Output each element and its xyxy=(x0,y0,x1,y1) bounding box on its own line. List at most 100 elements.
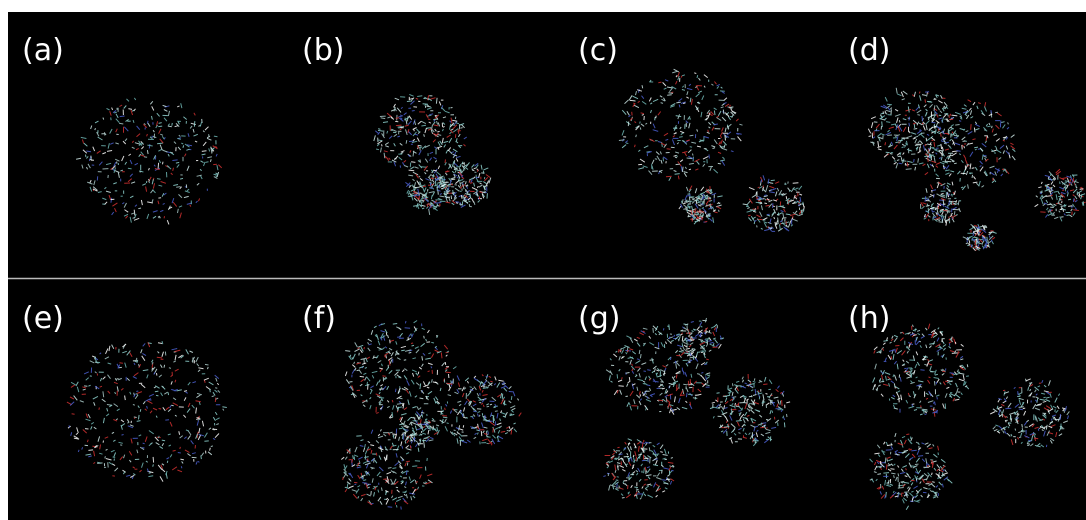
bonds xyxy=(82,105,215,225)
bonds xyxy=(606,442,675,500)
molecule-cluster xyxy=(920,184,962,226)
bonds xyxy=(622,79,742,175)
bonds xyxy=(81,107,218,219)
bonds xyxy=(873,329,965,414)
molecule-cluster xyxy=(344,320,457,423)
panel-label: (f) xyxy=(302,301,336,336)
panel-label: (b) xyxy=(302,33,344,68)
bonds xyxy=(73,344,215,472)
bonds xyxy=(872,327,970,416)
molecule-cluster xyxy=(76,97,223,225)
bonds xyxy=(70,340,220,478)
bonds xyxy=(625,328,710,413)
bonds xyxy=(443,161,489,206)
bonds xyxy=(754,175,802,232)
molecule-cluster xyxy=(912,99,1016,191)
bonds xyxy=(352,326,433,411)
bonds xyxy=(610,442,675,499)
bonds xyxy=(344,326,452,423)
bonds xyxy=(874,441,949,503)
bonds xyxy=(441,162,490,204)
panel-label: (a) xyxy=(22,33,64,68)
bonds xyxy=(374,100,467,174)
molecule-cluster xyxy=(603,438,675,500)
bonds xyxy=(992,378,1069,445)
bonds xyxy=(967,224,993,252)
molecule-cluster xyxy=(437,374,522,446)
bonds xyxy=(377,96,459,172)
molecule-cluster xyxy=(398,411,440,448)
panel-label: (d) xyxy=(848,33,890,68)
bonds xyxy=(66,342,217,477)
bonds xyxy=(442,374,522,446)
panel-label: (h) xyxy=(848,301,890,336)
clusters xyxy=(66,68,1086,511)
bonds xyxy=(618,70,743,176)
bonds xyxy=(80,97,219,223)
bonds xyxy=(342,431,413,502)
molecule-cluster xyxy=(1034,168,1086,222)
bonds xyxy=(719,376,788,440)
bonds xyxy=(603,441,674,495)
bonds xyxy=(717,373,783,443)
bonds xyxy=(402,416,440,443)
bonds xyxy=(869,435,950,504)
molecule-cluster xyxy=(373,93,467,176)
bonds xyxy=(79,343,225,469)
bonds xyxy=(610,325,711,413)
bonds xyxy=(75,342,227,479)
bonds xyxy=(445,375,516,445)
bonds xyxy=(83,105,219,219)
molecule-cluster xyxy=(989,378,1070,448)
bonds xyxy=(742,180,801,232)
bonds xyxy=(683,317,712,359)
bonds xyxy=(873,432,947,498)
bonds xyxy=(605,327,703,409)
molecule-cluster xyxy=(872,323,970,417)
bonds xyxy=(867,91,950,166)
bonds xyxy=(922,99,1016,186)
bonds xyxy=(676,320,715,356)
bonds xyxy=(444,169,491,204)
bonds xyxy=(997,380,1069,448)
bonds xyxy=(874,433,946,499)
panel-label: (c) xyxy=(578,33,618,68)
bonds xyxy=(406,169,446,212)
bonds xyxy=(681,186,721,221)
bonds xyxy=(343,443,428,508)
bonds xyxy=(679,319,718,359)
molecule-cluster xyxy=(605,324,711,415)
bonds xyxy=(1040,174,1086,216)
molecule-cluster xyxy=(618,68,743,182)
bonds xyxy=(604,439,675,499)
bonds xyxy=(377,96,465,170)
bonds xyxy=(629,71,739,180)
bonds xyxy=(68,343,221,480)
bonds xyxy=(712,379,785,447)
molecule-cluster xyxy=(869,432,953,511)
bonds xyxy=(81,104,223,219)
molecule-cluster xyxy=(405,169,454,215)
bonds xyxy=(1039,174,1078,218)
bonds xyxy=(438,164,486,208)
bonds xyxy=(340,430,416,505)
bonds xyxy=(996,384,1063,448)
bonds xyxy=(616,330,709,408)
bonds xyxy=(869,439,946,498)
bonds xyxy=(680,188,715,223)
bonds xyxy=(922,110,1010,177)
bonds xyxy=(1035,174,1073,218)
bonds xyxy=(682,321,723,362)
bonds xyxy=(383,95,466,171)
molecule-cluster xyxy=(962,223,997,252)
bonds xyxy=(407,174,448,210)
molecule-cluster xyxy=(66,340,227,482)
bonds xyxy=(882,328,969,414)
bonds xyxy=(746,183,805,231)
bonds xyxy=(623,72,742,171)
bonds xyxy=(86,105,218,216)
bonds xyxy=(606,442,671,498)
molecule-cluster xyxy=(340,428,433,510)
